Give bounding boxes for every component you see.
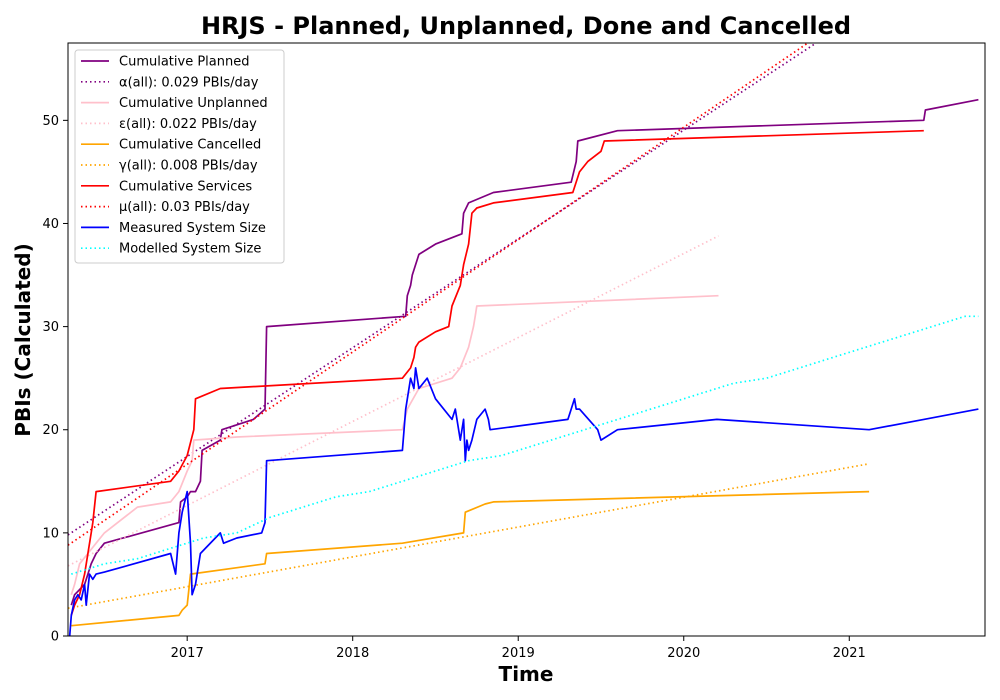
series-line-10 [71, 315, 979, 575]
legend-label: Cumulative Cancelled [119, 138, 261, 153]
y-tick-label: 50 [42, 114, 59, 129]
x-tick-label: 2021 [833, 646, 866, 661]
x-axis-label: Time [499, 662, 554, 686]
legend-label: Cumulative Planned [119, 55, 249, 70]
series-line-5 [71, 490, 870, 627]
x-tick-label: 2018 [336, 646, 369, 661]
plot-frame [67, 42, 986, 637]
series-line-7 [70, 129, 924, 616]
y-tick-label: 0 [51, 630, 59, 645]
legend-box [74, 49, 285, 264]
plot-area: 2017 2018 2019 2020 2021 0 10 20 30 40 50 [42, 42, 986, 661]
y-tick-label: 40 [42, 217, 59, 232]
y-tick-label: 10 [42, 526, 59, 541]
series-line-1 [70, 98, 979, 606]
y-axis: 0 10 20 30 40 50 [42, 114, 68, 645]
legend-label: ε(all): 0.022 PBIs/day [119, 117, 257, 132]
series-line-3 [70, 294, 719, 595]
legend: Cumulative Planned α(all): 0.029 PBIs/day… [74, 49, 285, 264]
series-line-4 [68, 235, 719, 567]
x-tick-label: 2017 [171, 646, 204, 661]
y-tick-label: 20 [42, 423, 59, 438]
legend-label: γ(all): 0.008 PBIs/day [119, 159, 258, 174]
x-axis: 2017 2018 2019 2020 2021 [171, 636, 866, 661]
legend-label: μ(all): 0.03 PBIs/day [119, 200, 250, 215]
legend-label: Measured System Size [119, 221, 266, 236]
y-axis-label: PBIs (Calculated) [11, 243, 35, 436]
chart-title: HRJS - Planned, Unplanned, Done and Canc… [201, 12, 851, 40]
legend-label: Cumulative Services [119, 179, 252, 194]
legend-label: Modelled System Size [119, 242, 261, 257]
y-tick-label: 30 [42, 320, 59, 335]
x-tick-label: 2019 [502, 646, 535, 661]
series-line-8 [68, 43, 809, 546]
series-line-6 [68, 462, 870, 610]
x-tick-label: 2020 [667, 646, 700, 661]
series-layer [68, 43, 979, 636]
legend-label: Cumulative Unplanned [119, 96, 268, 111]
series-line-9 [68, 367, 979, 636]
legend-label: α(all): 0.029 PBIs/day [119, 75, 259, 90]
